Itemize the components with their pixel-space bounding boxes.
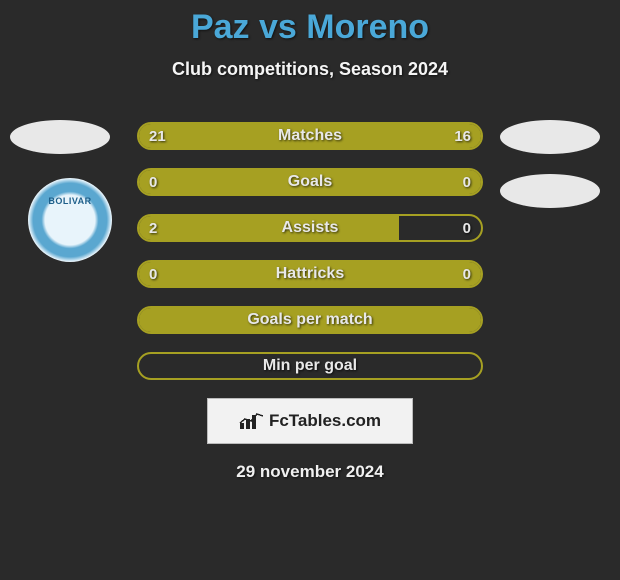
comparison-chart: Matches2116Goals00Assists20Hattricks00Go… <box>0 122 620 380</box>
stat-row: Hattricks0 0 <box>137 260 483 288</box>
stat-row: Goals0 0 <box>137 168 483 196</box>
date-label: 29 november 2024 <box>0 462 620 482</box>
stat-label: Goals <box>139 170 481 194</box>
stat-value-left: 0 <box>149 262 157 286</box>
stat-value-right: 0 <box>463 170 471 194</box>
stat-label: Matches <box>139 124 481 148</box>
stat-label: Hattricks <box>139 262 481 286</box>
stat-row: Goals per match <box>137 306 483 334</box>
stat-label: Min per goal <box>139 354 481 378</box>
stat-row: Assists2 0 <box>137 214 483 242</box>
page-title: Paz vs Moreno <box>0 8 620 47</box>
chart-icon <box>239 411 265 431</box>
stat-value-left: 0 <box>149 170 157 194</box>
watermark: FcTables.com <box>207 398 413 444</box>
stat-row: Min per goal <box>137 352 483 380</box>
watermark-text: FcTables.com <box>269 411 381 431</box>
stat-value-right: 16 <box>454 124 471 148</box>
stat-label: Assists <box>139 216 481 240</box>
stat-row: Matches21 16 <box>137 122 483 150</box>
stat-value-right: 0 <box>463 262 471 286</box>
subtitle: Club competitions, Season 2024 <box>0 59 620 80</box>
stat-label: Goals per match <box>139 308 481 332</box>
stat-value-right: 0 <box>463 216 471 240</box>
stat-value-left: 2 <box>149 216 157 240</box>
stat-value-left: 21 <box>149 124 166 148</box>
